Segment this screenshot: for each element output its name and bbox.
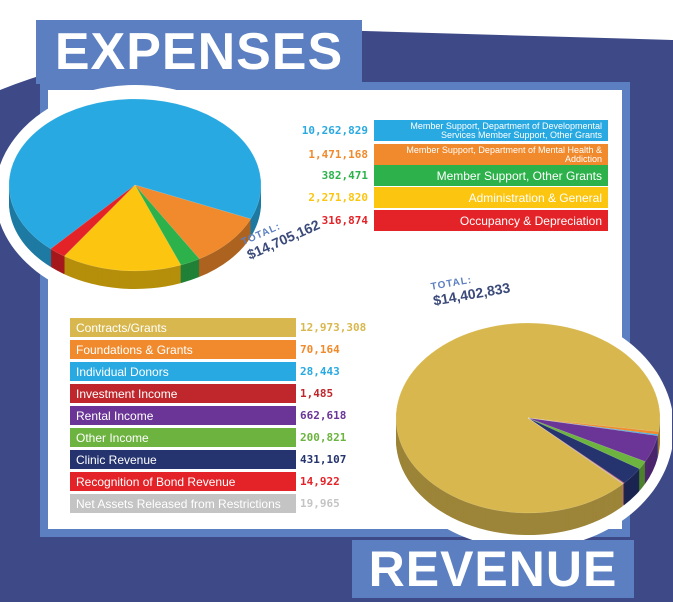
revenue-title: REVENUE xyxy=(352,540,634,598)
revenue-pie-slice-0 xyxy=(395,322,661,514)
revenue-pie-slice-1 xyxy=(527,417,659,435)
revenue-pie-chart xyxy=(382,318,672,548)
expenses-value-4: 316,874 xyxy=(321,214,368,227)
expenses-value-0: 10,262,829 xyxy=(301,124,368,137)
expenses-pie-slice-0 xyxy=(8,98,262,250)
revenue-value-3: 1,485 xyxy=(300,387,334,400)
revenue-value-6: 431,107 xyxy=(300,453,347,466)
revenue-pie-slice-3 xyxy=(527,417,658,437)
revenue-pie-slice-5 xyxy=(527,417,646,470)
revenue-value-7: 14,922 xyxy=(300,475,340,488)
revenue-pie-slice-4 xyxy=(527,417,658,462)
expenses-label-1: Member Support, Department of Mental Hea… xyxy=(374,144,608,165)
revenue-value-2: 28,443 xyxy=(300,365,340,378)
expenses-label-4: Occupancy & Depreciation xyxy=(374,210,608,231)
revenue-label-0: Contracts/Grants xyxy=(70,318,296,337)
revenue-value-1: 70,164 xyxy=(300,343,340,356)
revenue-label-2: Individual Donors xyxy=(70,362,296,381)
expenses-pie-chart xyxy=(0,85,275,300)
expenses-pie-slice-3 xyxy=(63,184,182,272)
revenue-pie-slice-8 xyxy=(527,417,625,485)
revenue-value-4: 662,618 xyxy=(300,409,347,422)
revenue-label-8: Net Assets Released from Restrictions xyxy=(70,494,296,513)
revenue-label-5: Other Income xyxy=(70,428,296,447)
revenue-value-5: 200,821 xyxy=(300,431,347,444)
revenue-label-3: Investment Income xyxy=(70,384,296,403)
expenses-value-2: 382,471 xyxy=(321,169,368,182)
revenue-value-0: 12,973,308 xyxy=(300,321,367,334)
expenses-title: EXPENSES xyxy=(36,20,362,84)
revenue-pie-slice-6 xyxy=(527,417,640,484)
expenses-pie-slice-4 xyxy=(50,184,136,257)
expenses-label-3: Administration & General xyxy=(374,187,608,208)
expenses-value-1: 1,471,168 xyxy=(308,148,368,161)
revenue-label-7: Recognition of Bond Revenue xyxy=(70,472,296,491)
expenses-value-3: 2,271,820 xyxy=(308,191,368,204)
revenue-pie-slice-2 xyxy=(527,417,659,436)
expenses-label-2: Member Support, Other Grants xyxy=(374,165,608,186)
revenue-value-8: 19,965 xyxy=(300,497,340,510)
revenue-label-1: Foundations & Grants xyxy=(70,340,296,359)
expenses-label-0: Member Support, Department of Developmen… xyxy=(374,120,608,141)
expenses-pie-slice-2 xyxy=(134,184,200,266)
expenses-pie-slice-1 xyxy=(134,184,252,260)
revenue-label-4: Rental Income xyxy=(70,406,296,425)
revenue-label-6: Clinic Revenue xyxy=(70,450,296,469)
revenue-pie-slice-7 xyxy=(527,417,625,484)
